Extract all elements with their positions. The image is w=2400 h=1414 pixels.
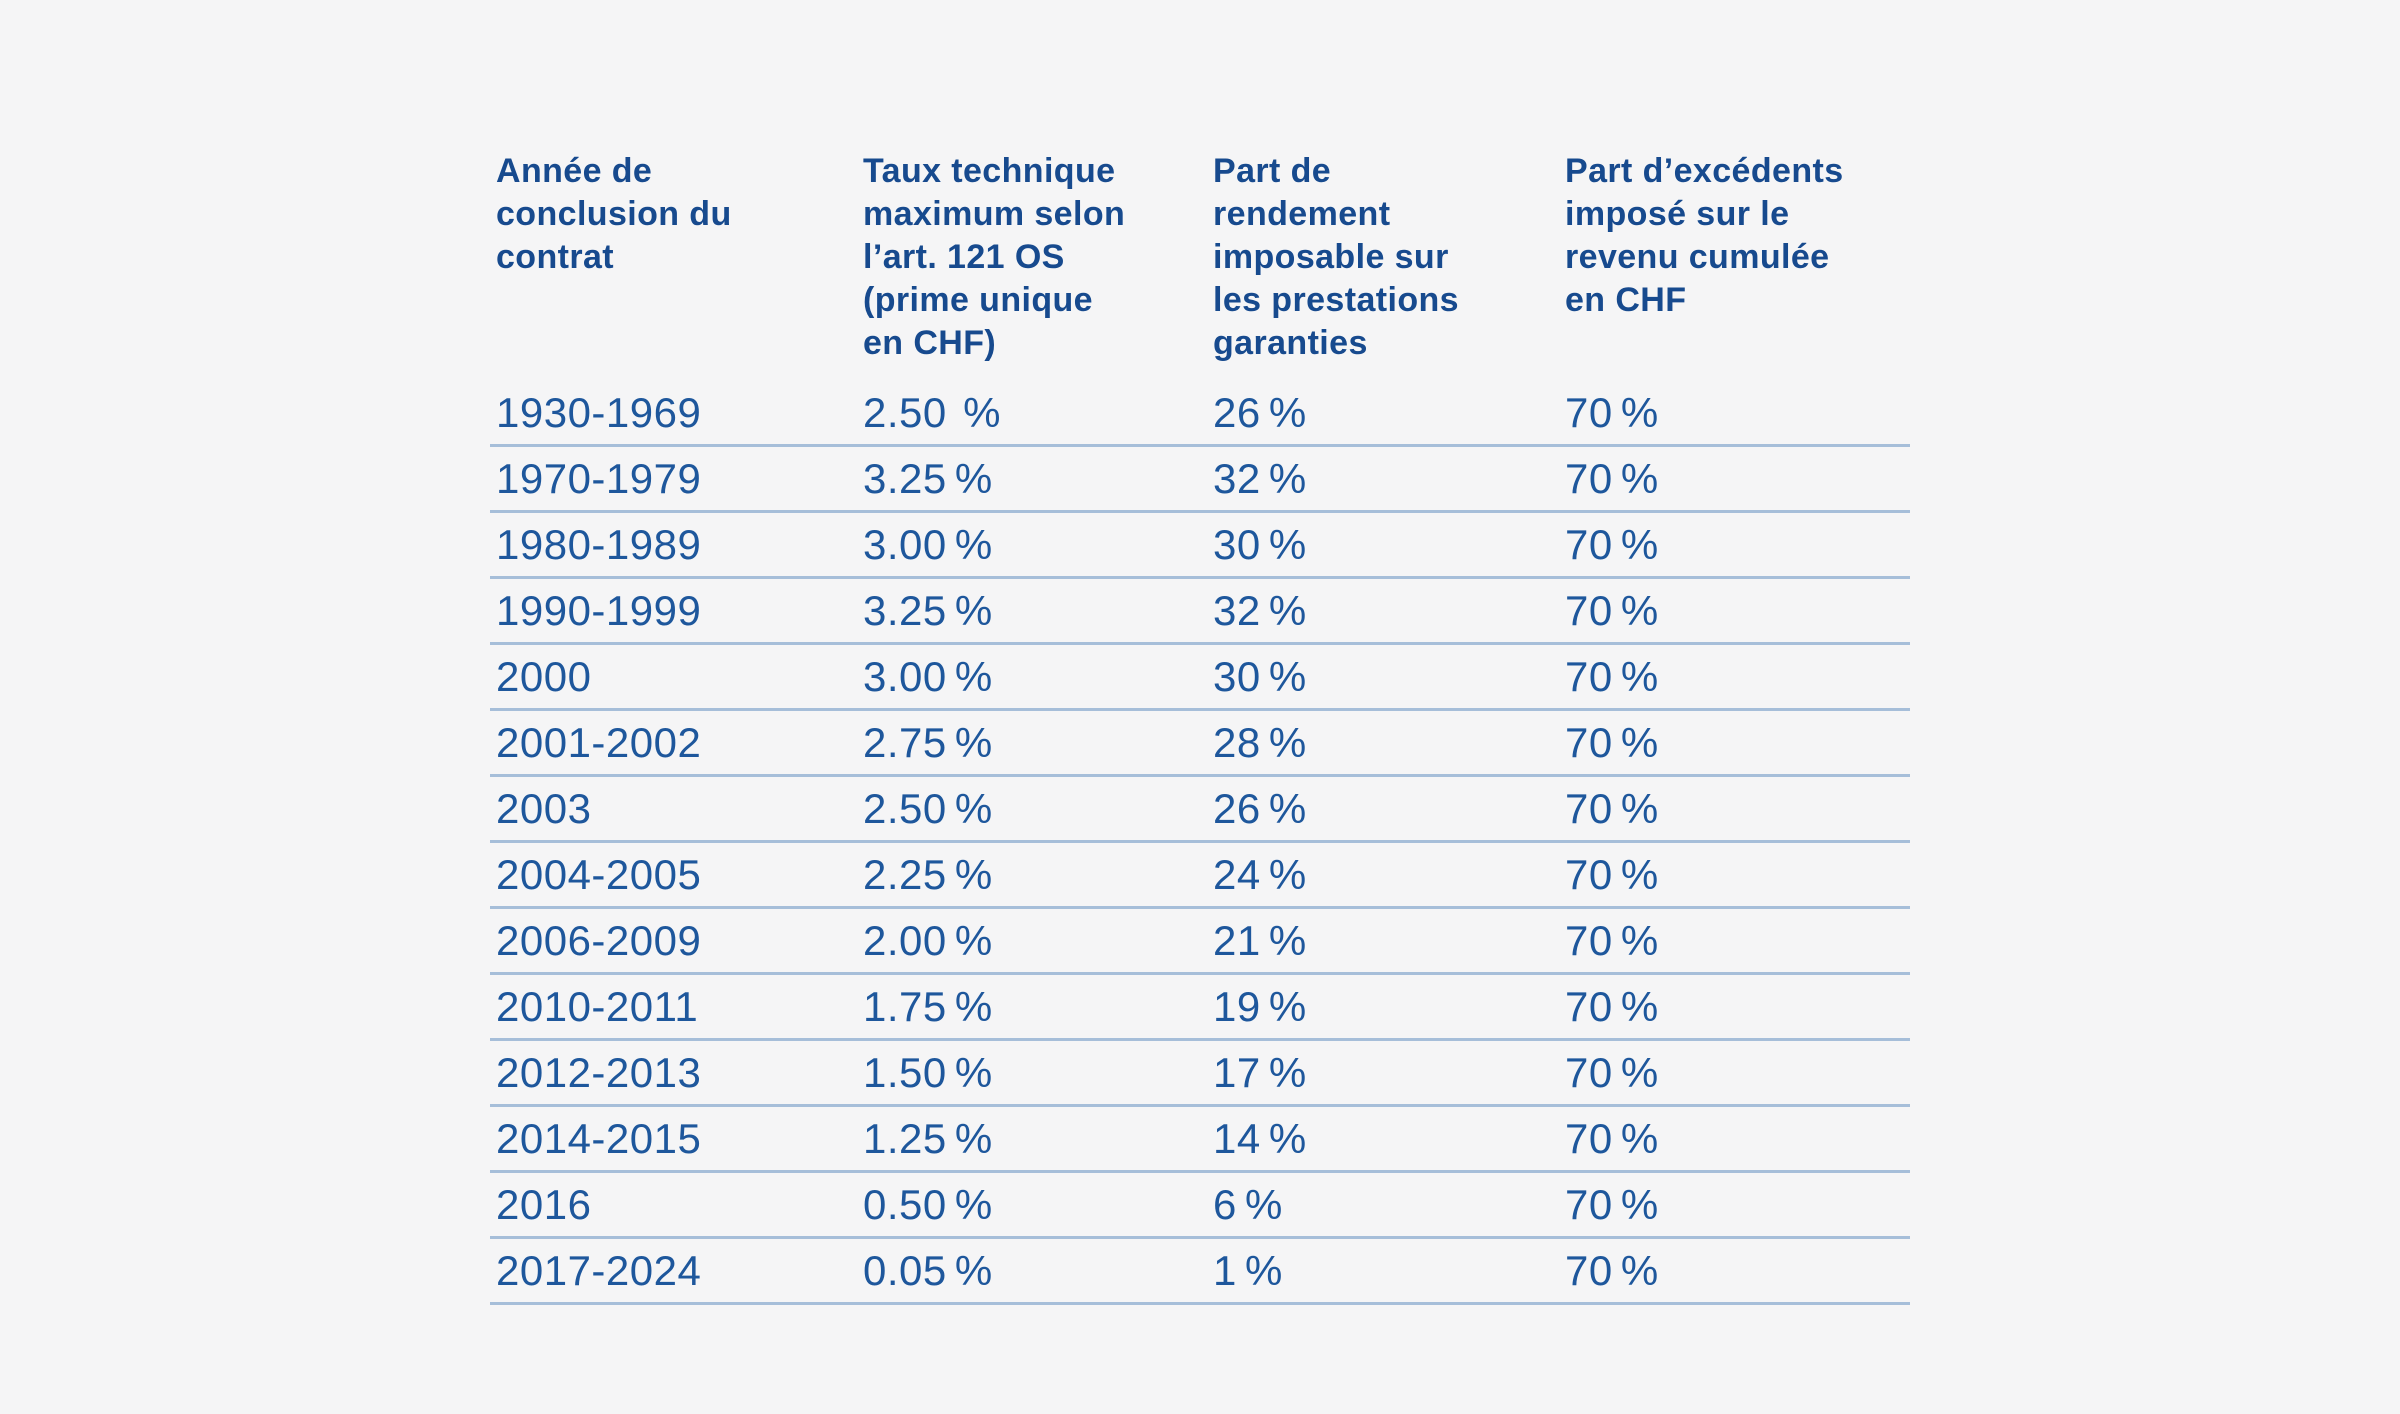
table-row: 2010-2011 1.75 % 19 % 70 % [490, 975, 1910, 1041]
table-row: 1930-1969 2.50 % 26 % 70 % [490, 381, 1910, 447]
table-row: 2004-2005 2.25 % 24 % 70 % [490, 843, 1910, 909]
year-range-cell: 2003 [496, 784, 592, 832]
year-range-cell: 2001-2002 [496, 718, 702, 766]
column-header-part-excedents: Part d’excédents imposé sur le revenu cu… [1565, 152, 1844, 319]
taux-technique-cell: 0.50 % [863, 1180, 993, 1228]
taux-technique-cell: 3.00 % [863, 652, 993, 700]
table-body: 1930-1969 2.50 % 26 % 70 % 1970-1979 3.2… [490, 381, 1910, 1305]
part-excedents-cell: 70 % [1565, 784, 1659, 832]
taux-technique-cell: 3.25 % [863, 586, 993, 634]
part-rendement-cell: 14 % [1213, 1114, 1307, 1162]
part-rendement-cell: 32 % [1213, 586, 1307, 634]
part-rendement-cell: 17 % [1213, 1048, 1307, 1096]
column-header-part-rendement: Part de rendement imposable sur les pres… [1213, 152, 1459, 362]
part-rendement-cell: 6 % [1213, 1180, 1283, 1228]
taux-technique-cell: 2.50 % [863, 784, 993, 832]
part-rendement-cell: 21 % [1213, 916, 1307, 964]
part-rendement-cell: 26 % [1213, 388, 1307, 436]
table-row: 2017-2024 0.05 % 1 % 70 % [490, 1239, 1910, 1305]
part-excedents-cell: 70 % [1565, 388, 1659, 436]
part-excedents-cell: 70 % [1565, 982, 1659, 1030]
year-range-cell: 2012-2013 [496, 1048, 702, 1096]
table-row: 1990-1999 3.25 % 32 % 70 % [490, 579, 1910, 645]
taux-technique-cell: 3.25 % [863, 454, 993, 502]
part-excedents-cell: 70 % [1565, 1246, 1659, 1294]
part-excedents-cell: 70 % [1565, 454, 1659, 502]
year-range-cell: 2014-2015 [496, 1114, 702, 1162]
table-row: 1970-1979 3.25 % 32 % 70 % [490, 447, 1910, 513]
part-rendement-cell: 19 % [1213, 982, 1307, 1030]
table-row: 2016 0.50 % 6 % 70 % [490, 1173, 1910, 1239]
part-rendement-cell: 30 % [1213, 520, 1307, 568]
year-range-cell: 1930-1969 [496, 388, 702, 436]
year-range-cell: 2004-2005 [496, 850, 702, 898]
tax-rate-table: Année de conclusion du contrat Taux tech… [490, 150, 1910, 1305]
table-header-row: Année de conclusion du contrat Taux tech… [490, 150, 1910, 365]
column-header-annee-conclusion: Année de conclusion du contrat [496, 152, 732, 276]
part-rendement-cell: 28 % [1213, 718, 1307, 766]
table-row: 2014-2015 1.25 % 14 % 70 % [490, 1107, 1910, 1173]
taux-technique-cell: 2.00 % [863, 916, 993, 964]
table-row: 2001-2002 2.75 % 28 % 70 % [490, 711, 1910, 777]
part-excedents-cell: 70 % [1565, 1114, 1659, 1162]
part-excedents-cell: 70 % [1565, 586, 1659, 634]
year-range-cell: 2016 [496, 1180, 592, 1228]
table-row: 2003 2.50 % 26 % 70 % [490, 777, 1910, 843]
part-excedents-cell: 70 % [1565, 520, 1659, 568]
table-row: 2012-2013 1.50 % 17 % 70 % [490, 1041, 1910, 1107]
column-header-taux-technique: Taux technique maximum selon l’art. 121 … [863, 152, 1126, 362]
part-rendement-cell: 1 % [1213, 1246, 1283, 1294]
year-range-cell: 1980-1989 [496, 520, 702, 568]
year-range-cell: 2017-2024 [496, 1246, 702, 1294]
taux-technique-cell: 1.75 % [863, 982, 993, 1030]
part-excedents-cell: 70 % [1565, 718, 1659, 766]
part-excedents-cell: 70 % [1565, 1048, 1659, 1096]
taux-technique-cell: 1.25 % [863, 1114, 993, 1162]
table-row: 2000 3.00 % 30 % 70 % [490, 645, 1910, 711]
taux-technique-cell: 2.75 % [863, 718, 993, 766]
table-row: 1980-1989 3.00 % 30 % 70 % [490, 513, 1910, 579]
year-range-cell: 1970-1979 [496, 454, 702, 502]
part-excedents-cell: 70 % [1565, 916, 1659, 964]
year-range-cell: 1990-1999 [496, 586, 702, 634]
part-rendement-cell: 32 % [1213, 454, 1307, 502]
year-range-cell: 2006-2009 [496, 916, 702, 964]
taux-technique-cell: 2.50 % [863, 388, 1001, 436]
part-rendement-cell: 26 % [1213, 784, 1307, 832]
year-range-cell: 2000 [496, 652, 592, 700]
part-excedents-cell: 70 % [1565, 652, 1659, 700]
taux-technique-cell: 3.00 % [863, 520, 993, 568]
table-row: 2006-2009 2.00 % 21 % 70 % [490, 909, 1910, 975]
part-rendement-cell: 24 % [1213, 850, 1307, 898]
part-rendement-cell: 30 % [1213, 652, 1307, 700]
year-range-cell: 2010-2011 [496, 982, 699, 1030]
taux-technique-cell: 1.50 % [863, 1048, 993, 1096]
taux-technique-cell: 2.25 % [863, 850, 993, 898]
taux-technique-cell: 0.05 % [863, 1246, 993, 1294]
part-excedents-cell: 70 % [1565, 1180, 1659, 1228]
part-excedents-cell: 70 % [1565, 850, 1659, 898]
